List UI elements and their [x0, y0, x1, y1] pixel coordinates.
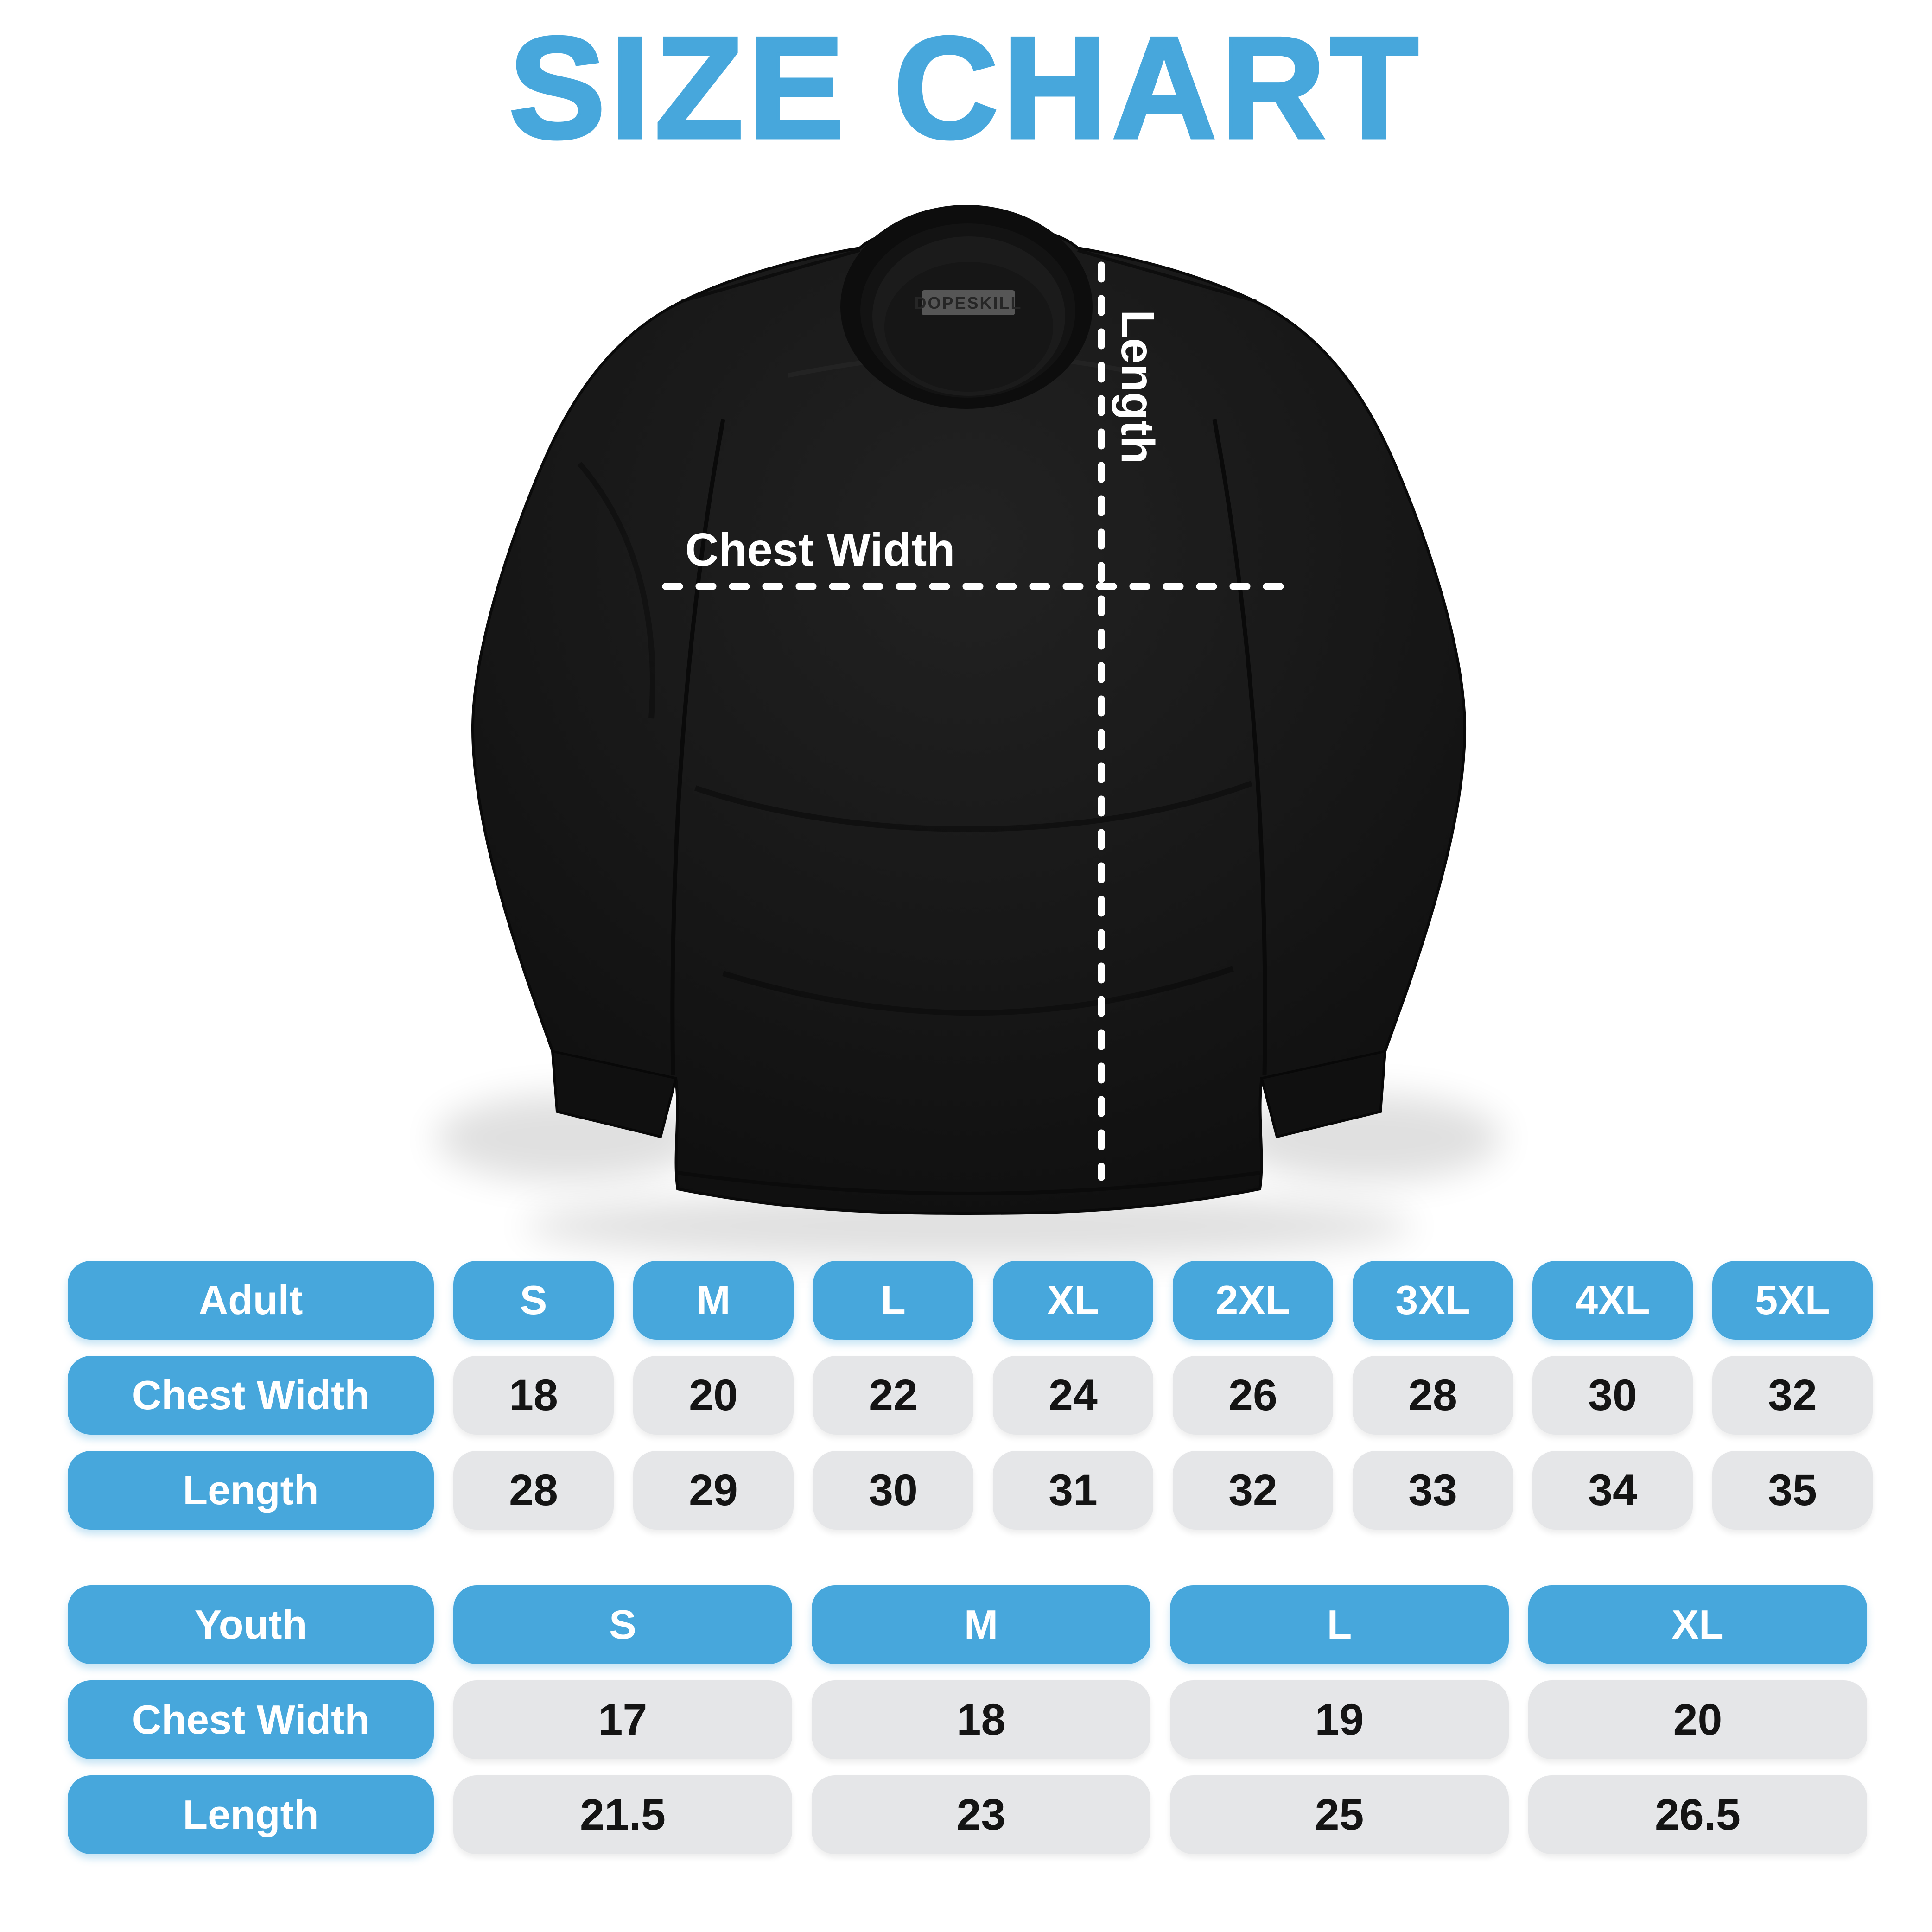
left-cuff — [551, 1049, 678, 1138]
brand-label-text: DOPESKILL — [914, 293, 1022, 312]
youth-length-value-l: 25 — [1170, 1775, 1509, 1854]
adult-length-value-2xl: 32 — [1173, 1451, 1333, 1530]
youth-header-pill-s: S — [453, 1585, 792, 1664]
youth-length-value-xl: 26.5 — [1528, 1775, 1867, 1854]
adult-length-value-s: 28 — [453, 1451, 614, 1530]
adult-chest-width-value-3xl: 28 — [1353, 1356, 1513, 1435]
adult-chest-width-value-2xl: 26 — [1173, 1356, 1333, 1435]
youth-header-pill-m: M — [812, 1585, 1150, 1664]
youth-header-pill-l: L — [1170, 1585, 1509, 1664]
youth-header-pill-group: Youth — [68, 1585, 434, 1664]
adult-length-value-m: 29 — [633, 1451, 794, 1530]
youth-length-row-label: Length — [68, 1775, 434, 1854]
collar: DOPESKILL — [840, 205, 1093, 409]
adult-header-pill-l: L — [813, 1261, 973, 1340]
youth-chest-width-value-xl: 20 — [1528, 1680, 1867, 1759]
youth-length-value-m: 23 — [812, 1775, 1150, 1854]
adult-length-value-5xl: 35 — [1712, 1451, 1873, 1530]
adult-header-pill-2xl: 2XL — [1173, 1261, 1333, 1340]
adult-chest-width-value-l: 22 — [813, 1356, 973, 1435]
adult-header-pill-s: S — [453, 1261, 614, 1340]
shirt-body — [471, 221, 1467, 1215]
youth-chest-width-value-l: 19 — [1170, 1680, 1509, 1759]
adult-chest-width-value-m: 20 — [633, 1356, 794, 1435]
youth-chest-width-row-label: Chest Width — [68, 1680, 434, 1759]
youth-chest-width-value-s: 17 — [453, 1680, 792, 1759]
adult-header-pill-xl: XL — [993, 1261, 1153, 1340]
youth-header-pill-xl: XL — [1528, 1585, 1867, 1664]
length-label: Length — [1112, 310, 1163, 464]
adult-chest-width-value-5xl: 32 — [1712, 1356, 1873, 1435]
adult-chest-width-value-4xl: 30 — [1532, 1356, 1693, 1435]
adult-chest-width-row-label: Chest Width — [68, 1356, 434, 1435]
adult-length-row-label: Length — [68, 1451, 434, 1530]
adult-length-value-l: 30 — [813, 1451, 973, 1530]
size-chart-title: SIZE CHART — [508, 7, 1423, 169]
adult-header-pill-5xl: 5XL — [1712, 1261, 1873, 1340]
youth-length-value-s: 21.5 — [453, 1775, 792, 1854]
adult-size-table: Adult S M L XL 2XL 3XL 4XL 5XL Chest Wid… — [68, 1261, 1873, 1530]
youth-chest-width-value-m: 18 — [812, 1680, 1150, 1759]
adult-header-pill-m: M — [633, 1261, 794, 1340]
collar-inner-shade — [884, 262, 1053, 392]
right-cuff — [1260, 1049, 1386, 1138]
adult-length-value-4xl: 34 — [1532, 1451, 1693, 1530]
adult-header-pill-3xl: 3XL — [1353, 1261, 1513, 1340]
brand-label-box — [922, 290, 1015, 315]
chest-width-label: Chest Width — [685, 524, 955, 576]
adult-header-pill-group: Adult — [68, 1261, 434, 1340]
youth-size-table: Youth S M L XL Chest Width 17 18 19 20 L… — [68, 1585, 1867, 1854]
adult-length-value-3xl: 33 — [1353, 1451, 1513, 1530]
adult-chest-width-value-xl: 24 — [993, 1356, 1153, 1435]
adult-length-value-xl: 31 — [993, 1451, 1153, 1530]
adult-chest-width-value-s: 18 — [453, 1356, 614, 1435]
adult-header-pill-4xl: 4XL — [1532, 1261, 1693, 1340]
